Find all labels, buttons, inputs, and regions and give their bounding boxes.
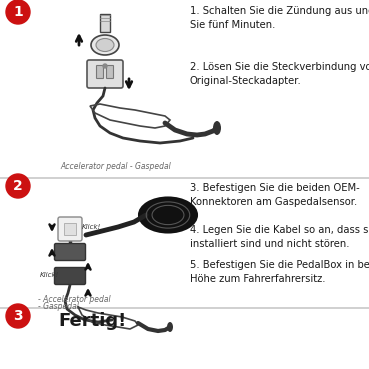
Text: 1: 1 bbox=[13, 5, 23, 19]
Text: Klick!: Klick! bbox=[82, 224, 101, 230]
Text: Klick!: Klick! bbox=[40, 272, 59, 278]
Circle shape bbox=[6, 304, 30, 328]
FancyBboxPatch shape bbox=[58, 217, 82, 241]
Text: Fertig!: Fertig! bbox=[58, 312, 126, 330]
FancyBboxPatch shape bbox=[55, 268, 86, 284]
Text: - Accelerator pedal: - Accelerator pedal bbox=[38, 295, 111, 304]
Circle shape bbox=[6, 174, 30, 198]
FancyBboxPatch shape bbox=[97, 66, 103, 79]
Text: Accelerator pedal - Gaspedal: Accelerator pedal - Gaspedal bbox=[60, 162, 171, 171]
Text: - Gaspedal: - Gaspedal bbox=[38, 302, 79, 311]
FancyBboxPatch shape bbox=[64, 223, 76, 235]
Ellipse shape bbox=[139, 197, 197, 232]
Text: 2. Lösen Sie die Steckverbindung vom
Original-Steckadapter.: 2. Lösen Sie die Steckverbindung vom Ori… bbox=[190, 62, 369, 86]
Ellipse shape bbox=[96, 38, 114, 52]
Text: 2: 2 bbox=[13, 179, 23, 193]
Ellipse shape bbox=[91, 35, 119, 55]
Circle shape bbox=[103, 64, 107, 68]
Ellipse shape bbox=[167, 322, 173, 332]
Text: 3. Befestigen Sie die beiden OEM-
Konnektoren am Gaspedalsensor.: 3. Befestigen Sie die beiden OEM- Konnek… bbox=[190, 183, 360, 207]
Text: 1. Schalten Sie die Zündung aus und warten
Sie fünf Minuten.: 1. Schalten Sie die Zündung aus und wart… bbox=[190, 6, 369, 30]
FancyBboxPatch shape bbox=[100, 14, 110, 32]
Text: 3: 3 bbox=[13, 309, 23, 323]
FancyBboxPatch shape bbox=[55, 244, 86, 261]
Ellipse shape bbox=[213, 121, 221, 135]
Text: 4. Legen Sie die Kabel so an, dass sie fest
installiert sind und nicht stören.: 4. Legen Sie die Kabel so an, dass sie f… bbox=[190, 225, 369, 249]
Text: 5. Befestigen Sie die PedalBox in bequemer
Höhe zum Fahrerfahrersitz.: 5. Befestigen Sie die PedalBox in bequem… bbox=[190, 260, 369, 284]
FancyBboxPatch shape bbox=[87, 60, 123, 88]
FancyBboxPatch shape bbox=[107, 66, 114, 79]
Circle shape bbox=[6, 0, 30, 24]
